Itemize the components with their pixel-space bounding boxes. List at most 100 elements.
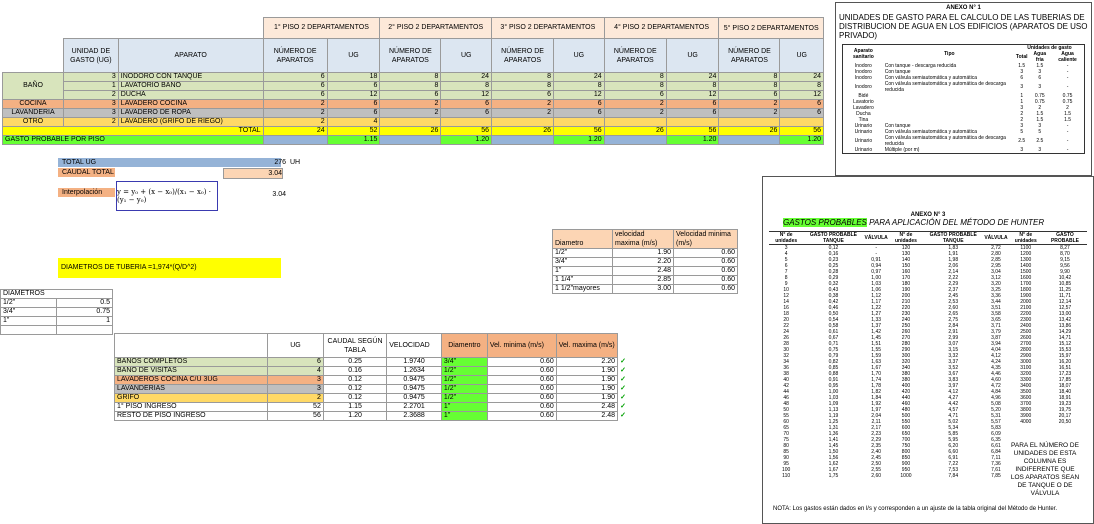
anexo3-cell: 10,85 bbox=[1058, 281, 1072, 287]
vel-max: 3.00 bbox=[612, 284, 674, 294]
anexo3-cell: 24 bbox=[783, 329, 789, 335]
anexo3-cell: 1,56 bbox=[828, 455, 839, 461]
anexo3-cell: 950 bbox=[901, 467, 911, 473]
anexo3-cell: 1,84 bbox=[871, 395, 882, 401]
anexo3-cell: 8,27 bbox=[1060, 245, 1070, 251]
anexo3-cell: 2,17 bbox=[871, 425, 882, 431]
col-ug: UG bbox=[440, 38, 493, 73]
anexo3-cell: 3,04 bbox=[991, 269, 1001, 275]
anexo1-cell: Inodoro bbox=[854, 69, 872, 75]
aparato-cell: LAVADERO DE ROPA bbox=[117, 108, 264, 118]
anexo3-cell: 7 bbox=[784, 269, 788, 275]
gasto-cell: 1.20 bbox=[440, 135, 493, 145]
total-cell: 24 bbox=[262, 126, 328, 136]
anexo3-cell: 3,44 bbox=[991, 299, 1001, 305]
anexo3-cell: 1,17 bbox=[871, 299, 882, 305]
value-cell bbox=[718, 117, 781, 127]
ug-cell: 2 bbox=[63, 90, 119, 100]
anexo3-cell: 340 bbox=[901, 365, 911, 371]
anexo1-cell: Urinario bbox=[854, 147, 873, 153]
anexo3-cell: 4,57 bbox=[948, 407, 959, 413]
anexo3-cell: 2,29 bbox=[948, 281, 959, 287]
value-cell: 6 bbox=[553, 99, 605, 109]
anexo3-cell: 1,55 bbox=[871, 347, 882, 353]
anexo3-header: VÁLVULA bbox=[983, 232, 1009, 245]
anexo-3-title: ANEXO N° 3 bbox=[910, 212, 946, 218]
col-num-aparatos: NÚMERO DE APARATOS bbox=[379, 38, 442, 73]
anexo3-cell: 3400 bbox=[1020, 383, 1032, 389]
row-velocidad: 1.2634 bbox=[386, 366, 442, 376]
row-name: GRIFO bbox=[113, 393, 269, 403]
value-cell: 24 bbox=[779, 72, 824, 82]
anexo1-cell: 1.5 bbox=[1064, 111, 1072, 117]
anexo3-cell: 2,75 bbox=[948, 317, 959, 323]
anexo1-cell: 3 bbox=[1020, 147, 1024, 153]
value-cell: 2 bbox=[603, 108, 667, 118]
anexo3-row: 10 0,43 1,06 190 2,37 3,25 1800 11,25 bbox=[769, 287, 1087, 293]
anexo3-cell: 3700 bbox=[1020, 401, 1032, 407]
row-diametro: 3/4" bbox=[440, 357, 488, 367]
aparato-cell: LAVATORIO BAÑO bbox=[117, 81, 264, 91]
vel-min: 0.60 bbox=[673, 284, 738, 294]
table-row: LAVANDERIA 3 LAVADERO DE ROPA 2 6 2 6 2 6 2 6 2 6 bbox=[2, 108, 824, 118]
anexo3-cell: 380 bbox=[901, 371, 911, 377]
anexo3-cell: 0,61 bbox=[828, 329, 839, 335]
anexo3-row: 90 1,56 2,45 850 6,91 7,11 bbox=[769, 455, 1087, 461]
bottom-header-cell bbox=[113, 333, 269, 358]
anexo3-cell: 1,03 bbox=[828, 395, 839, 401]
anexo3-cell: 0,50 bbox=[828, 311, 839, 317]
anexo3-row: 20 0,54 1,33 240 2,75 3,65 2300 13,42 bbox=[769, 317, 1087, 323]
anexo3-cell: 1,98 bbox=[948, 257, 959, 263]
anexo3-cell: 7,53 bbox=[948, 467, 959, 473]
anexo3-cell: 11,25 bbox=[1058, 287, 1072, 293]
row-ug: 6 bbox=[267, 357, 324, 367]
value-cell: 6 bbox=[779, 108, 824, 118]
value-cell: 8 bbox=[440, 81, 493, 91]
anexo3-row: 70 1,36 2,23 650 5,85 6,09 bbox=[769, 431, 1087, 437]
anexo3-cell: 16 bbox=[783, 305, 789, 311]
value-cell: 8 bbox=[379, 81, 442, 91]
anexo3-cell: 2,55 bbox=[871, 467, 882, 473]
anexo3-cell: 6,61 bbox=[991, 443, 1001, 449]
anexo3-cell: 20,50 bbox=[1058, 419, 1072, 425]
value-cell: 2 bbox=[262, 117, 328, 127]
anexo3-cell: 13,42 bbox=[1058, 317, 1072, 323]
anexo1-cell: - bbox=[1066, 129, 1069, 135]
anexo3-row: 12 0,38 1,12 200 2,45 3,36 1900 11,71 bbox=[769, 293, 1087, 299]
row-velocidad: 2.3688 bbox=[386, 411, 442, 421]
anexo3-cell: 9 bbox=[784, 281, 788, 287]
aparato-cell: DUCHA bbox=[117, 90, 264, 100]
anexo3-cell: 2,60 bbox=[948, 305, 959, 311]
anexo3-cell: 20 bbox=[783, 317, 789, 323]
anexo3-cell: 6,84 bbox=[991, 449, 1001, 455]
row-name: LAVADEROS COCINA C/U 3UG bbox=[113, 375, 269, 385]
check-icon: ✓ bbox=[620, 403, 626, 410]
anexo3-row: 44 1,00 1,82 420 4,12 4,84 3500 18,40 bbox=[769, 389, 1087, 395]
value-cell: 4 bbox=[326, 117, 381, 127]
anexo1-row: Inodoro Con tanque - descarga reducida 1.5… bbox=[843, 63, 1084, 69]
anexo1-cell: 5 bbox=[1020, 129, 1024, 135]
anexo1-cell: Lavatorio bbox=[853, 99, 874, 105]
anexo3-cell: 6,60 bbox=[948, 449, 959, 455]
anexo3-row: 14 0,42 1,17 210 2,53 3,44 2000 12,14 bbox=[769, 299, 1087, 305]
value-cell: 8 bbox=[379, 72, 442, 82]
anexo3-cell: 290 bbox=[901, 347, 911, 353]
anexo3-row: 28 0,71 1,51 280 3,07 3,94 2700 15,12 bbox=[769, 341, 1087, 347]
anexo3-cell: 44 bbox=[783, 389, 789, 395]
table-row: LAVADEROS COCINA C/U 3UG 3 0.12 0.9475 1/2" 0… bbox=[113, 375, 626, 385]
bottom-header-cell: VELOCIDAD bbox=[386, 333, 442, 358]
row-diametro: 1/2" bbox=[440, 393, 488, 403]
value-cell: 8 bbox=[603, 72, 667, 82]
anexo-1-panel: ANEXO N° 1 UNIDADES DE GASTO PARA EL CAL… bbox=[835, 2, 1092, 176]
anexo3-cell: 0,28 bbox=[828, 269, 839, 275]
value-cell bbox=[379, 117, 442, 127]
diametro-name: 3/4" bbox=[0, 307, 57, 317]
anexo3-cell: 0,16 bbox=[828, 251, 839, 257]
anexo3-cell: 1,27 bbox=[871, 311, 882, 317]
anexo3-cell: 18,40 bbox=[1058, 389, 1072, 395]
anexo1-cell: Con válvula semiautomática y automática bbox=[884, 75, 977, 81]
anexo3-cell: 85 bbox=[783, 449, 789, 455]
row-ug: 52 bbox=[267, 402, 324, 412]
value-cell bbox=[553, 117, 605, 127]
row-caudal: 0.12 bbox=[322, 384, 388, 394]
